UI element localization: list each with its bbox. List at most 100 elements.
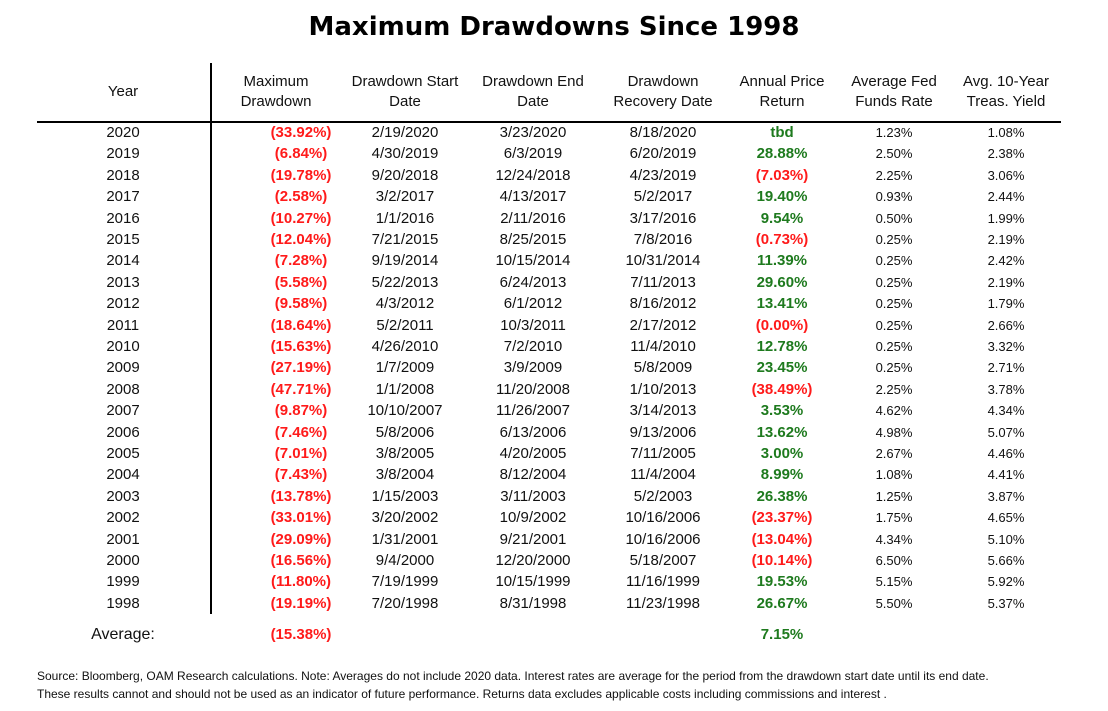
- fed-funds-cell: 2.67%: [875, 446, 913, 461]
- max-drawdown-cell: (10.27%): [270, 209, 332, 227]
- start-date-cell: 7/21/2015: [371, 231, 439, 248]
- end-date-cell: 10/15/1999: [495, 573, 571, 591]
- year-cell: 2011: [106, 316, 140, 334]
- header-fed-funds-line2: Funds Rate: [855, 93, 933, 110]
- table-row: 2007 (9.87%) 10/10/2007 11/26/2007 3/14/2013…: [0, 400, 1108, 421]
- end-date-cell: 8/12/2004: [499, 466, 567, 484]
- year-cell: 2014: [106, 252, 140, 270]
- start-date-cell: 10/10/2007: [367, 402, 443, 420]
- recovery-date-cell: 2/17/2012: [629, 316, 697, 334]
- annual-return-cell: 3.53%: [760, 402, 804, 420]
- year-cell: 2000: [106, 552, 140, 569]
- annual-return-cell: 9.54%: [760, 209, 804, 227]
- max-drawdown-cell: (7.01%): [274, 445, 328, 462]
- end-date-cell: 8/31/1998: [499, 594, 567, 612]
- start-date-cell: 9/4/2000: [375, 552, 435, 569]
- fed-funds-cell: 6.50%: [875, 553, 913, 568]
- max-drawdown-cell: (47.71%): [270, 380, 332, 398]
- table-row: 1998 (19.19%) 7/20/1998 8/31/1998 11/23/1998…: [0, 593, 1108, 614]
- max-drawdown-cell: (7.46%): [274, 423, 328, 441]
- recovery-date-cell: 1/10/2013: [629, 380, 697, 398]
- treasury-yield-cell: 4.46%: [987, 446, 1025, 461]
- start-date-cell: 7/19/1999: [371, 573, 439, 591]
- fed-funds-cell: 2.50%: [875, 146, 913, 162]
- table-row: 2015 (12.04%) 7/21/2015 8/25/2015 7/8/2016 (0…: [0, 229, 1108, 250]
- table-row: 2017 (2.58%) 3/2/2017 4/13/2017 5/2/2017 19.4…: [0, 186, 1108, 207]
- table-row: 2004 (7.43%) 3/8/2004 8/12/2004 11/4/2004 8.9…: [0, 464, 1108, 485]
- max-drawdown-cell: (33.01%): [270, 509, 332, 527]
- treasury-yield-cell: 4.34%: [987, 403, 1025, 419]
- fed-funds-cell: 4.98%: [875, 424, 913, 440]
- treasury-yield-cell: 3.78%: [987, 381, 1025, 397]
- fed-funds-cell: 4.34%: [875, 531, 913, 547]
- recovery-date-cell: 4/23/2019: [629, 166, 697, 184]
- max-drawdown-cell: (33.92%): [270, 124, 332, 141]
- recovery-date-cell: 8/16/2012: [629, 295, 697, 313]
- end-date-cell: 3/11/2003: [500, 487, 566, 505]
- fed-funds-cell: 2.25%: [875, 381, 913, 397]
- treasury-yield-cell: 2.42%: [987, 253, 1025, 269]
- start-date-cell: 3/8/2005: [375, 445, 435, 462]
- header-year: Year: [107, 83, 139, 100]
- max-drawdown-cell: (7.43%): [274, 466, 328, 484]
- recovery-date-cell: 7/8/2016: [633, 231, 693, 248]
- fed-funds-cell: 4.62%: [875, 403, 913, 419]
- fed-funds-cell: 2.25%: [875, 167, 913, 183]
- recovery-date-cell: 10/16/2006: [625, 530, 701, 548]
- annual-return-cell: (13.04%): [751, 530, 813, 548]
- year-cell: 2009: [106, 359, 140, 377]
- end-date-cell: 11/26/2007: [496, 402, 570, 420]
- treasury-yield-cell: 5.92%: [987, 574, 1025, 590]
- year-cell: 2007: [106, 402, 140, 420]
- annual-return-cell: 8.99%: [760, 466, 804, 484]
- treasury-yield-cell: 5.10%: [987, 531, 1025, 547]
- year-cell: 2004: [106, 466, 140, 484]
- recovery-date-cell: 11/4/2004: [630, 466, 696, 484]
- table-row: 1999 (11.80%) 7/19/1999 10/15/1999 11/16/199…: [0, 571, 1108, 592]
- start-date-cell: 1/31/2001: [371, 530, 439, 548]
- treasury-yield-cell: 3.32%: [987, 339, 1025, 354]
- end-date-cell: 3/9/2009: [503, 359, 563, 377]
- table-row: 2019 (6.84%) 4/30/2019 6/3/2019 6/20/2019 28.…: [0, 143, 1108, 164]
- annual-return-cell: (10.14%): [751, 552, 813, 569]
- average-label: Average:: [91, 626, 155, 643]
- fed-funds-cell: 0.25%: [875, 360, 913, 376]
- annual-return-cell: 19.40%: [756, 188, 808, 206]
- max-drawdown-cell: (29.09%): [270, 530, 332, 548]
- treasury-yield-cell: 2.38%: [987, 146, 1025, 162]
- footnote-line2: These results cannot and should not be u…: [37, 687, 887, 701]
- treasury-yield-cell: 2.71%: [987, 360, 1025, 376]
- annual-return-cell: 26.67%: [756, 594, 808, 612]
- recovery-date-cell: 5/18/2007: [629, 552, 697, 569]
- start-date-cell: 9/19/2014: [371, 252, 439, 270]
- start-date-cell: 1/7/2009: [375, 359, 435, 377]
- treasury-yield-cell: 3.06%: [987, 167, 1025, 183]
- year-cell: 2010: [106, 338, 140, 355]
- annual-return-cell: 11.39%: [756, 252, 808, 270]
- average-annual-return: 7.15%: [760, 626, 804, 643]
- page-title: Maximum Drawdowns Since 1998: [308, 12, 800, 42]
- start-date-cell: 1/15/2003: [371, 487, 439, 505]
- year-cell: 2020: [106, 124, 140, 141]
- max-drawdown-cell: (2.58%): [274, 188, 328, 206]
- header-annual-return-line2: Return: [759, 93, 805, 110]
- start-date-cell: 1/1/2016: [375, 209, 435, 227]
- table-row: 2018 (19.78%) 9/20/2018 12/24/2018 4/23/2019…: [0, 165, 1108, 186]
- treasury-yield-cell: 3.87%: [987, 488, 1025, 504]
- table-row: 2011 (18.64%) 5/2/2011 10/3/2011 2/17/2012 (0…: [0, 315, 1108, 336]
- end-date-cell: 6/1/2012: [503, 295, 563, 313]
- fed-funds-cell: 0.25%: [875, 274, 913, 290]
- recovery-date-cell: 7/11/2013: [630, 273, 696, 291]
- header-recovery-date-line1: Drawdown: [627, 73, 699, 90]
- max-drawdown-cell: (9.87%): [274, 402, 328, 420]
- fed-funds-cell: 5.50%: [875, 595, 913, 611]
- table-row: 2008 (47.71%) 1/1/2008 11/20/2008 1/10/2013 (…: [0, 379, 1108, 400]
- treasury-yield-cell: 1.08%: [987, 125, 1025, 140]
- header-recovery-date: Drawdown Recovery Date: [598, 72, 728, 112]
- recovery-date-cell: 5/8/2009: [633, 359, 693, 377]
- table-row: 2003 (13.78%) 1/15/2003 3/11/2003 5/2/2003 26…: [0, 486, 1108, 507]
- annual-return-cell: (0.00%): [755, 316, 809, 334]
- table-row: 2014 (7.28%) 9/19/2014 10/15/2014 10/31/2014…: [0, 250, 1108, 271]
- header-max-drawdown-line2: Drawdown: [240, 93, 312, 110]
- treasury-yield-cell: 2.66%: [987, 317, 1025, 333]
